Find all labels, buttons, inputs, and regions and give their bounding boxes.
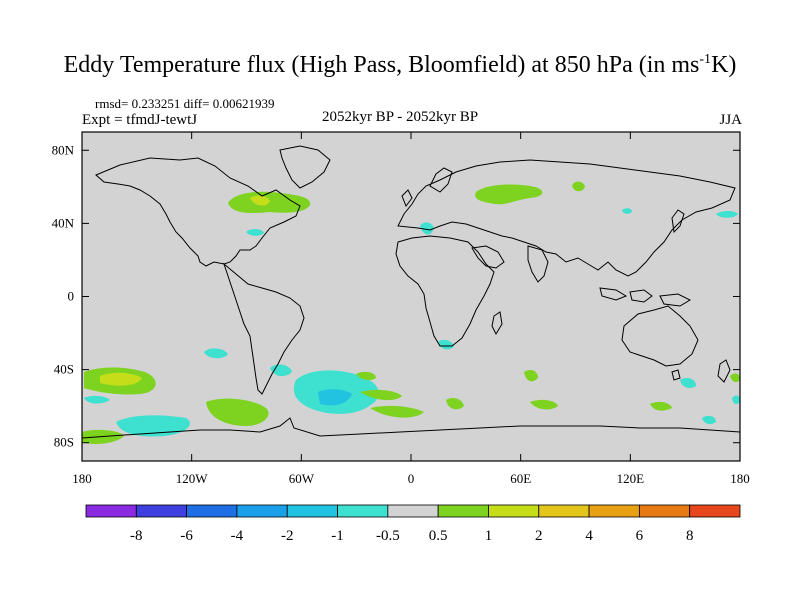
- colorbar-swatch: [135, 504, 188, 518]
- experiment-label: Expt = tfmdJ-tewtJ: [82, 112, 198, 128]
- longitude-ticks: 180 120W 60W 0 60E 120E 180: [72, 132, 750, 486]
- lat-tick-label: 80S: [54, 435, 74, 450]
- colorbar-swatch: [588, 504, 640, 518]
- colorbar-label: -2: [281, 528, 294, 544]
- southern-ocean-positive: [206, 398, 269, 426]
- coastlines: [82, 145, 740, 439]
- colorbar-label: 2: [535, 528, 543, 544]
- colorbar-label: 1: [485, 528, 493, 544]
- colorbar-swatch: [488, 504, 540, 518]
- antarctica-coast: [82, 417, 740, 439]
- map-background: [82, 132, 740, 461]
- colorbar-swatch: [286, 504, 338, 518]
- north-america-coast: [95, 157, 301, 267]
- siberia-positive: [475, 184, 543, 205]
- colorbar-label: -8: [130, 528, 143, 544]
- colorbar-label: 6: [636, 528, 644, 544]
- africa-coast: [395, 235, 495, 347]
- lat-tick-label: 80N: [52, 142, 75, 157]
- colorbar-swatch: [437, 504, 489, 518]
- lon-tick-label: 180: [72, 471, 92, 486]
- colorbar-swatch: [689, 504, 741, 518]
- lon-tick-label: 60W: [289, 471, 315, 486]
- lon-tick-label: 0: [408, 471, 415, 486]
- colorbar-swatch: [85, 504, 137, 518]
- colorbar-swatch: [387, 504, 439, 518]
- anomaly-patches: [82, 181, 740, 444]
- lat-tick-label: 0: [68, 289, 75, 304]
- period-label: 2052kyr BP - 2052kyr BP: [321, 109, 479, 125]
- lon-tick-label: 120W: [176, 471, 209, 486]
- colorbar-swatch: [638, 504, 691, 518]
- colorbar-swatch: [337, 504, 389, 518]
- plot-title: Eddy Temperature flux (High Pass, Bloomf…: [63, 52, 737, 78]
- colorbar-label: -4: [231, 528, 244, 544]
- south-america-coast: [222, 262, 305, 395]
- latitude-ticks: 80N 40N 0 40S 80S: [52, 142, 740, 450]
- australia-coast: [621, 305, 699, 367]
- stats-label: rmsd= 0.233251 diff= 0.00621939: [95, 96, 275, 111]
- colorbar-label: 8: [686, 528, 694, 544]
- scandinavia-coast: [429, 167, 453, 193]
- colorbar-label: -6: [180, 528, 193, 544]
- lat-tick-label: 40N: [52, 215, 75, 230]
- mediterranean-negative: [420, 222, 434, 235]
- lon-tick-label: 60E: [510, 471, 531, 486]
- lon-tick-label: 120E: [617, 471, 645, 486]
- colorbar-label: -1: [331, 528, 344, 544]
- colorbar: -8 -6 -4 -2 -1 -0.5 0.5 1 2 4 6 8: [85, 504, 741, 544]
- colorbar-swatch: [236, 504, 288, 518]
- colorbar-label: -0.5: [376, 528, 400, 544]
- lon-tick-label: 180: [730, 471, 750, 486]
- lat-tick-label: 40S: [54, 362, 74, 377]
- greenland-coast: [279, 145, 331, 189]
- season-label: JJA: [719, 112, 742, 128]
- colorbar-label: 0.5: [429, 528, 448, 544]
- colorbar-swatch: [538, 504, 590, 518]
- eurasia-coast: [397, 159, 736, 277]
- colorbar-label: 4: [585, 528, 593, 544]
- colorbar-swatch: [186, 504, 238, 518]
